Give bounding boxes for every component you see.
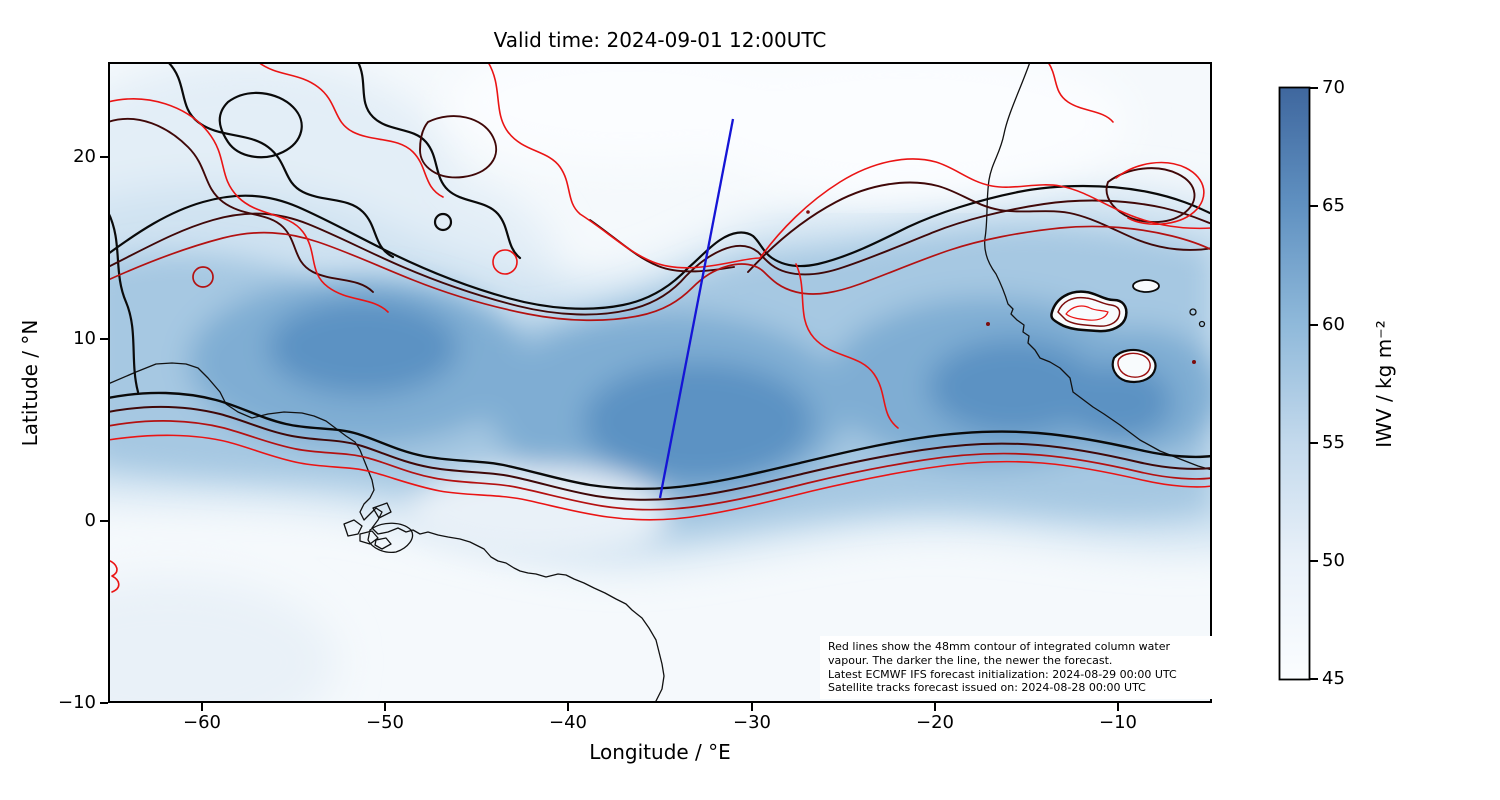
colorbar-tick-mark bbox=[1310, 678, 1318, 680]
moisture-shading-dry bbox=[448, 62, 1128, 197]
y-axis-label: Latitude / °N bbox=[18, 319, 42, 447]
contour-48mm-maroon-group bbox=[108, 115, 1212, 501]
coastline-africa bbox=[984, 62, 1212, 471]
coastline-group bbox=[108, 62, 1212, 703]
y-tick-mark bbox=[100, 156, 108, 158]
colorbar-tick-mark bbox=[1310, 324, 1318, 326]
x-tick-label: −10 bbox=[1099, 712, 1137, 733]
x-tick-mark bbox=[751, 703, 753, 711]
annotation-line: Satellite tracks forecast issued on: 202… bbox=[828, 681, 1146, 695]
y-tick-mark bbox=[100, 520, 108, 522]
x-tick-label: −30 bbox=[733, 712, 771, 733]
y-tick-mark bbox=[100, 702, 108, 704]
x-tick-label: −40 bbox=[549, 712, 587, 733]
coastline-trinidad bbox=[372, 502, 392, 519]
colorbar bbox=[1278, 86, 1311, 681]
x-tick-label: −50 bbox=[366, 712, 404, 733]
annotation-line: Red lines show the 48mm contour of integ… bbox=[828, 640, 1170, 653]
colorbar-tick-mark bbox=[1310, 442, 1318, 444]
contour-hole-blobs bbox=[1050, 279, 1160, 384]
colorbar-tick-label: 55 bbox=[1322, 432, 1345, 453]
contour-48mm-red-group bbox=[108, 62, 1212, 593]
x-tick-mark bbox=[934, 703, 936, 711]
x-tick-mark bbox=[1117, 703, 1119, 711]
colorbar-tick-mark bbox=[1310, 560, 1318, 562]
coastline-amazon-delta-islands bbox=[343, 519, 414, 554]
y-tick-label: 10 bbox=[73, 328, 96, 349]
colorbar-tick-label: 45 bbox=[1322, 668, 1345, 689]
y-tick-label: 20 bbox=[73, 146, 96, 167]
y-tick-label: 0 bbox=[84, 510, 96, 531]
moisture-shading-mid bbox=[108, 225, 1212, 557]
map-plot bbox=[108, 62, 1212, 703]
colorbar-tick-label: 60 bbox=[1322, 314, 1345, 335]
x-tick-label: −20 bbox=[916, 712, 954, 733]
y-tick-mark bbox=[100, 338, 108, 340]
plot-title: Valid time: 2024-09-01 12:00UTC bbox=[493, 28, 827, 52]
colorbar-tick-label: 65 bbox=[1322, 195, 1345, 216]
annotation-line: Latest ECMWF IFS forecast initialization… bbox=[828, 667, 1177, 681]
colorbar-tick-mark bbox=[1310, 205, 1318, 207]
coastline-south-america bbox=[108, 362, 665, 703]
coastline-island bbox=[1189, 308, 1197, 316]
colorbar-tick-mark bbox=[1310, 87, 1318, 89]
annotation-line: vapour. The darker the line, the newer t… bbox=[828, 653, 1113, 667]
colorbar-tick-label: 50 bbox=[1322, 550, 1345, 571]
colorbar-tick-label: 70 bbox=[1322, 77, 1345, 98]
x-axis-label: Longitude / °E bbox=[589, 740, 731, 764]
map-frame bbox=[108, 62, 1212, 703]
colorbar-label: IWV / kg m⁻² bbox=[1372, 320, 1396, 448]
x-tick-label: −60 bbox=[183, 712, 221, 733]
contour-48mm-midred-group bbox=[108, 225, 1212, 511]
annotation-box: Red lines show the 48mm contour of integ… bbox=[820, 636, 1212, 699]
x-tick-mark bbox=[567, 703, 569, 711]
x-tick-mark bbox=[201, 703, 203, 711]
y-tick-label: −10 bbox=[58, 692, 96, 713]
x-tick-mark bbox=[384, 703, 386, 711]
satellite-track-line bbox=[658, 118, 735, 499]
colorbar-gradient bbox=[1278, 86, 1311, 681]
coastline-island bbox=[1198, 320, 1206, 328]
